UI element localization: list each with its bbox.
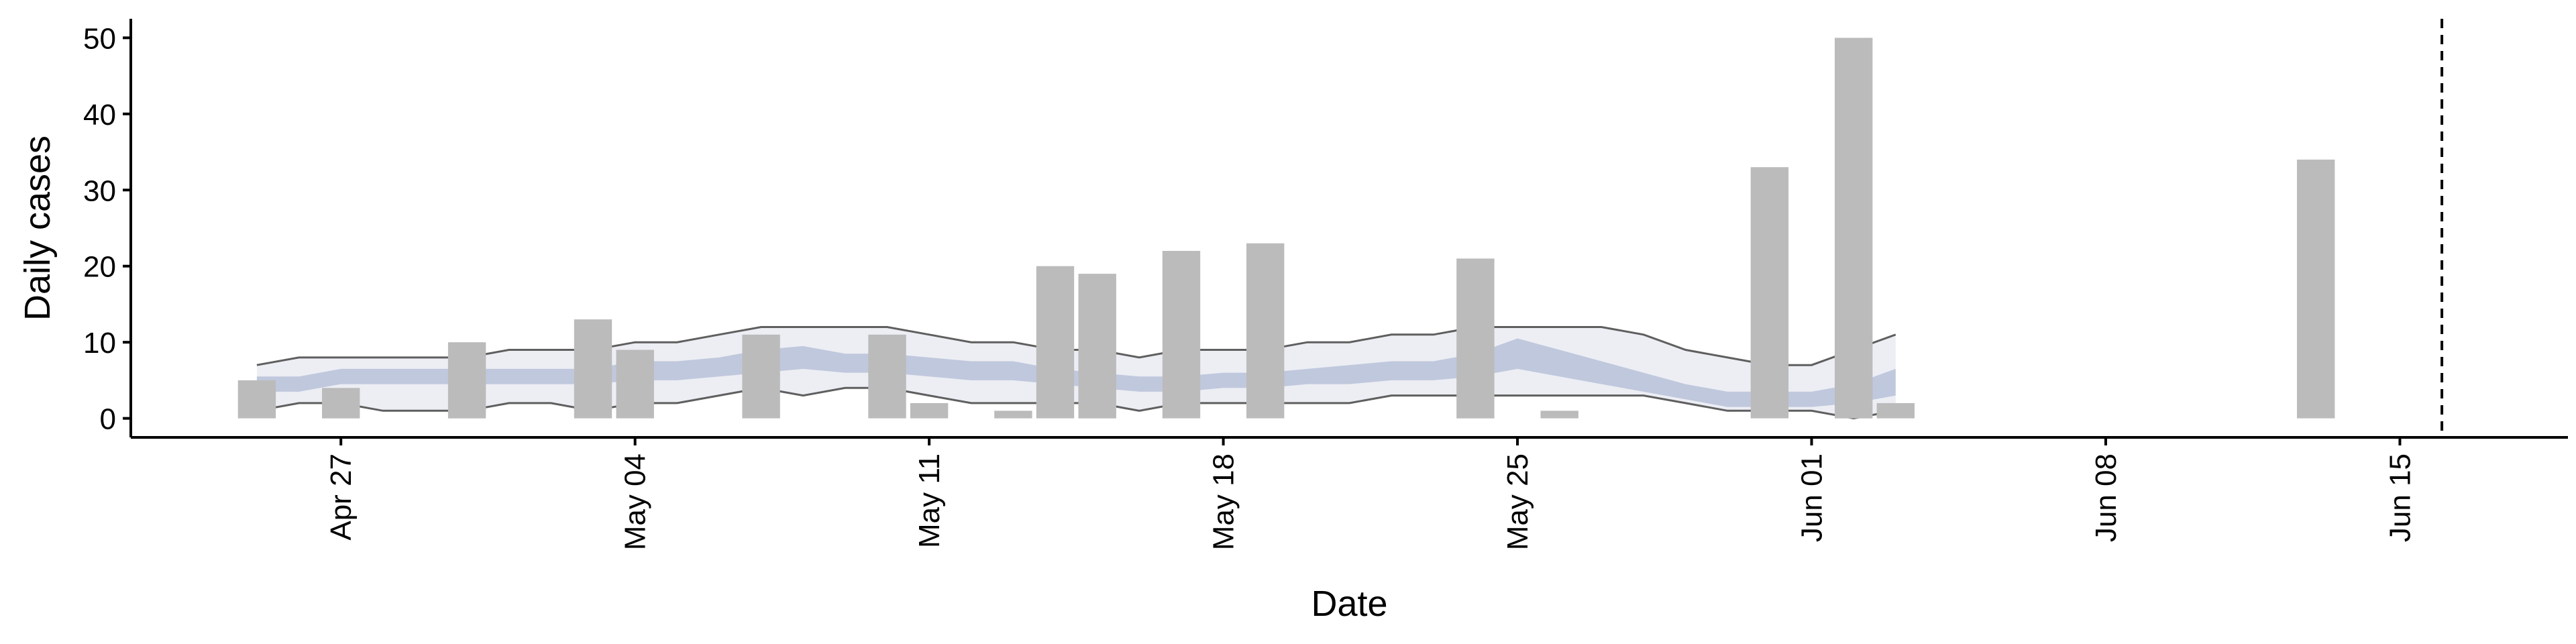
bar-2020-04-30 xyxy=(447,342,486,419)
y-tick-label-50: 50 xyxy=(83,22,116,55)
y-tick-label-10: 10 xyxy=(83,327,116,360)
axes xyxy=(129,19,2568,439)
bar-2020-05-31 xyxy=(1750,167,1789,419)
x-tick-label-2020-05-25: May 25 xyxy=(1501,453,1534,550)
x-tick-label-2020-04-27: Apr 27 xyxy=(325,453,358,541)
bar-2020-05-19 xyxy=(1246,243,1285,419)
daily-cases-bars xyxy=(237,38,2335,419)
outer-band-upper-edge xyxy=(256,326,1896,366)
x-tick-label-2020-06-01: Jun 01 xyxy=(1796,453,1829,542)
x-tick-label-2020-05-04: May 04 xyxy=(619,453,652,550)
x-tick-label-2020-05-18: May 18 xyxy=(1208,453,1240,550)
x-axis-title: Date xyxy=(1311,584,1387,624)
bar-2020-05-24 xyxy=(1456,258,1495,419)
bar-2020-04-25 xyxy=(237,380,276,419)
y-axis-title: Daily cases xyxy=(17,136,58,321)
bar-2020-05-11 xyxy=(910,402,949,419)
bar-2020-05-10 xyxy=(868,334,906,419)
x-tick-label-2020-05-11: May 11 xyxy=(913,453,946,548)
y-tick-label-40: 40 xyxy=(83,99,116,131)
bar-2020-06-13 xyxy=(2297,159,2335,419)
bar-2020-05-04 xyxy=(616,350,654,419)
bar-2020-05-15 xyxy=(1078,274,1116,419)
bar-2020-05-14 xyxy=(1036,266,1075,419)
bar-2020-05-03 xyxy=(574,319,612,419)
bar-2020-04-27 xyxy=(322,388,360,419)
bar-2020-06-03 xyxy=(1876,402,1915,419)
bar-2020-05-13 xyxy=(994,411,1032,419)
bar-2020-05-17 xyxy=(1162,251,1201,419)
y-tick-label-30: 30 xyxy=(83,174,116,207)
outer-band-lower-edge xyxy=(256,386,1896,420)
credible-interval-bands xyxy=(256,326,1896,420)
y-axis-ticks: 0 10 20 30 40 50 xyxy=(83,22,131,436)
bar-2020-05-07 xyxy=(742,334,780,419)
bar-2020-06-02 xyxy=(1835,38,1873,419)
bar-2020-05-26 xyxy=(1540,411,1578,419)
y-tick-label-0: 0 xyxy=(100,403,116,436)
x-tick-label-2020-06-08: Jun 08 xyxy=(2090,453,2123,542)
x-tick-label-2020-06-15: Jun 15 xyxy=(2383,453,2416,542)
y-tick-label-20: 20 xyxy=(83,251,116,284)
x-axis-ticks: Apr 27 May 04 May 11 May 18 May 25 Jun 01 Jun … xyxy=(325,437,2416,550)
